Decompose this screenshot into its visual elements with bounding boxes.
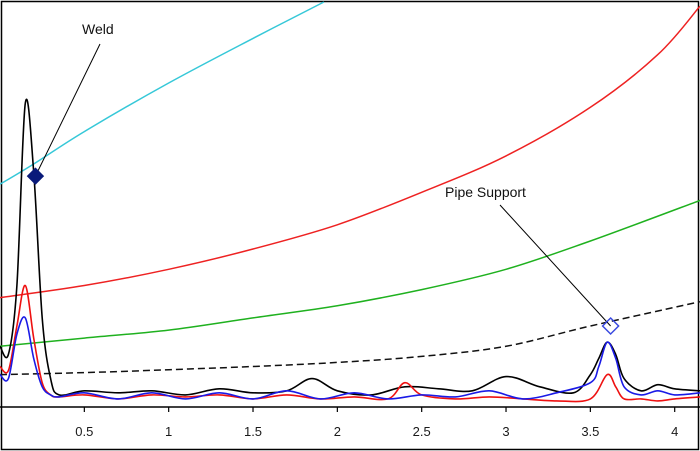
- annotations: Weld Pipe Support: [26, 21, 620, 336]
- x-tick-label: 1.5: [244, 424, 262, 439]
- x-tick-label: 2.5: [413, 424, 431, 439]
- signal-series-2: [0, 284, 700, 403]
- annotation-marker-hollow-diamond: [601, 316, 620, 336]
- annotation-marker-filled-diamond: [26, 167, 45, 185]
- reference-curve-2: [0, 5, 700, 299]
- reference-curve-3: [0, 199, 700, 348]
- x-tick-label: 2: [334, 424, 341, 439]
- x-tick-label: 1: [165, 424, 172, 439]
- x-tick-label: 3: [502, 424, 509, 439]
- annotation-label: Weld: [82, 21, 114, 37]
- annotation-label: Pipe Support: [445, 184, 526, 200]
- annotation-leader-line: [34, 43, 101, 177]
- x-tick-label: 4: [671, 424, 678, 439]
- x-axis: 0.5 1 1.5 2 2.5 3 3.5 4: [0, 406, 700, 439]
- reference-curve-4: [0, 300, 700, 376]
- x-tick-label: 0.5: [75, 424, 93, 439]
- signal-series-3: [0, 316, 700, 400]
- signal-series: [0, 98, 700, 403]
- x-tick-label: 3.5: [581, 424, 599, 439]
- annotation-leader-line: [499, 204, 611, 327]
